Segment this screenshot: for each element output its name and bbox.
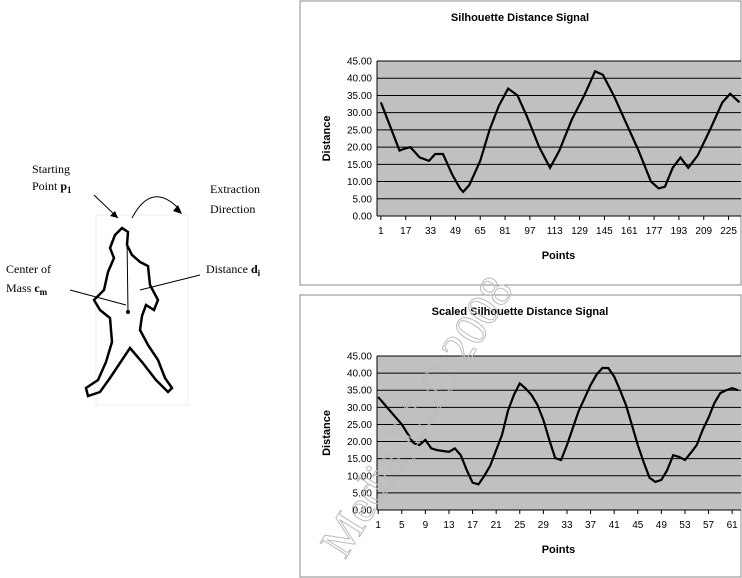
x-axis-label: Points xyxy=(542,250,576,262)
label: Distance di xyxy=(206,262,261,278)
y-tick-label: 5.00 xyxy=(353,194,373,205)
figure: Starting Point p1 Extraction Direction C… xyxy=(0,0,742,578)
x-tick-label: 25 xyxy=(514,520,526,531)
label: Distance xyxy=(206,262,248,276)
silhouette-diagram: Starting Point p1 Extraction Direction C… xyxy=(6,162,261,405)
y-tick-label: 40.00 xyxy=(347,369,372,380)
y-tick-label: 35.00 xyxy=(347,91,372,102)
x-tick-label: 33 xyxy=(425,226,437,237)
x-tick-label: 61 xyxy=(727,520,739,531)
label: Point xyxy=(32,179,58,193)
x-tick-label: 49 xyxy=(450,226,462,237)
y-tick-label: 20.00 xyxy=(347,143,372,154)
y-tick-label: 45.00 xyxy=(347,57,372,68)
label: Point p1 xyxy=(32,179,72,195)
x-tick-label: 33 xyxy=(561,520,573,531)
label: Starting xyxy=(32,162,70,176)
x-tick-label: 161 xyxy=(621,226,638,237)
x-tick-label: 65 xyxy=(475,226,487,237)
x-tick-label: 21 xyxy=(491,520,503,531)
x-tick-label: 225 xyxy=(720,226,737,237)
x-tick-label: 209 xyxy=(695,226,712,237)
x-tick-label: 17 xyxy=(400,226,412,237)
x-tick-label: 53 xyxy=(679,520,691,531)
arrowhead xyxy=(173,205,182,214)
y-tick-label: 45.00 xyxy=(347,352,372,363)
label: Direction xyxy=(210,202,255,216)
label: Mass cm xyxy=(6,281,48,297)
x-tick-label: 9 xyxy=(423,520,429,531)
x-tick-label: 13 xyxy=(443,520,455,531)
center-of-mass xyxy=(126,310,130,314)
x-tick-label: 193 xyxy=(671,226,688,237)
subscript: 1 xyxy=(67,185,72,195)
x-tick-label: 81 xyxy=(499,226,511,237)
y-tick-label: 30.00 xyxy=(347,108,372,119)
y-tick-label: 10.00 xyxy=(347,177,372,188)
subscript: i xyxy=(258,268,261,278)
label: Extraction xyxy=(210,182,260,196)
plot-area xyxy=(377,61,741,216)
chart-title: Silhouette Distance Signal xyxy=(451,12,589,24)
x-tick-label: 57 xyxy=(703,520,715,531)
y-tick-label: 30.00 xyxy=(347,403,372,414)
subscript: m xyxy=(40,287,48,297)
x-tick-label: 37 xyxy=(585,520,597,531)
y-axis-label: Distance xyxy=(321,410,333,456)
x-tick-label: 97 xyxy=(524,226,536,237)
x-tick-label: 113 xyxy=(547,226,563,237)
y-tick-label: 25.00 xyxy=(347,125,372,136)
x-tick-label: 41 xyxy=(609,520,621,531)
label: Center of xyxy=(6,262,51,276)
y-tick-label: 40.00 xyxy=(347,74,372,85)
x-tick-label: 1 xyxy=(378,226,384,237)
x-tick-label: 177 xyxy=(646,226,663,237)
y-tick-label: 15.00 xyxy=(347,160,372,171)
x-tick-label: 129 xyxy=(571,226,588,237)
y-axis-label: Distance xyxy=(321,116,333,162)
x-tick-label: 17 xyxy=(467,520,479,531)
y-tick-label: 35.00 xyxy=(347,386,372,397)
x-axis-label: Points xyxy=(542,544,576,556)
x-tick-label: 49 xyxy=(656,520,668,531)
y-tick-label: 0.00 xyxy=(353,212,373,223)
x-tick-label: 145 xyxy=(596,226,613,237)
x-tick-label: 45 xyxy=(632,520,644,531)
y-tick-label: 25.00 xyxy=(347,420,372,431)
label: Mass xyxy=(6,281,32,295)
x-tick-label: 5 xyxy=(399,520,405,531)
x-tick-label: 29 xyxy=(538,520,550,531)
